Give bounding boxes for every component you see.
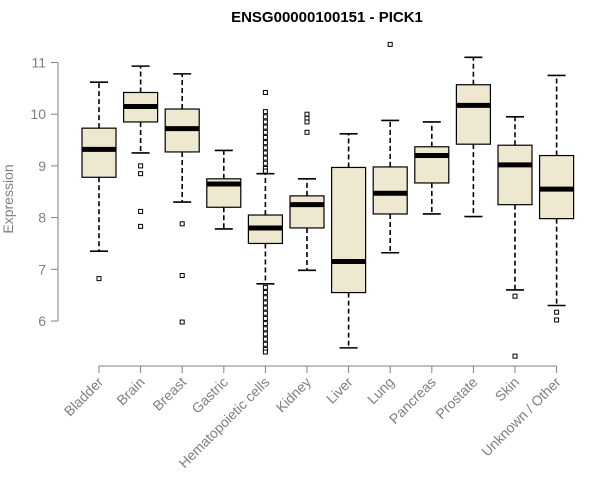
outlier-point <box>262 321 268 327</box>
box-iqr <box>455 84 491 145</box>
outlier-point <box>138 208 144 214</box>
box-iqr <box>497 144 533 206</box>
outlier-point <box>179 273 185 279</box>
outlier-point <box>262 89 268 95</box>
outlier-point <box>262 341 268 347</box>
box-brain <box>122 65 159 229</box>
outlier-point <box>179 221 185 227</box>
outlier-point <box>512 293 518 299</box>
x-tick-label: Lung <box>364 374 397 407</box>
x-tick-label: Brain <box>113 374 147 408</box>
outlier-point <box>96 276 102 282</box>
outlier-point <box>262 290 268 296</box>
outlier-point <box>179 319 185 325</box>
x-tick-label: Liver <box>323 374 356 407</box>
box-lung <box>372 41 408 254</box>
outlier-point <box>262 150 268 156</box>
x-tick-label: Unknown / Other <box>478 374 564 460</box>
outlier-point <box>304 119 310 125</box>
outlier-point <box>554 309 560 315</box>
outlier-point <box>138 171 144 177</box>
outlier-point <box>262 349 268 355</box>
outlier-point <box>138 223 144 229</box>
box-liver <box>331 133 367 349</box>
outlier-point <box>262 310 268 316</box>
x-tick-label: Kidney <box>273 374 315 416</box>
y-tick-label: 10 <box>30 106 46 122</box>
y-tick-label: 9 <box>38 158 46 174</box>
outlier-point <box>512 353 518 359</box>
outlier-point <box>262 336 268 342</box>
box-breast <box>164 73 200 325</box>
y-tick-label: 7 <box>38 261 46 277</box>
boxes-group <box>81 41 575 359</box>
box-iqr <box>331 166 367 294</box>
outlier-point <box>138 163 144 169</box>
chart-title: ENSG00000100151 - PICK1 <box>231 9 423 26</box>
outlier-point <box>262 168 268 174</box>
outlier-point <box>262 119 268 125</box>
outlier-point <box>262 109 268 115</box>
outlier-point <box>262 284 268 290</box>
box-unknown-other <box>538 74 575 323</box>
outlier-point <box>262 114 268 120</box>
box-bladder <box>81 81 117 282</box>
box-iqr <box>372 166 408 215</box>
outlier-point <box>554 317 560 323</box>
y-tick-label: 8 <box>38 210 46 226</box>
outlier-point <box>262 134 268 140</box>
y-axis: 6 7 8 9 10 11 <box>30 55 59 329</box>
x-tick-label: Skin <box>492 374 523 405</box>
y-tick-label: 6 <box>38 313 46 329</box>
outlier-point <box>262 124 268 130</box>
x-tick-label: Breast <box>149 374 189 414</box>
outlier-point <box>262 326 268 332</box>
outlier-point <box>304 129 310 135</box>
outlier-point <box>387 41 393 47</box>
outlier-point <box>262 160 268 166</box>
outlier-point <box>262 140 268 146</box>
outlier-point <box>262 145 268 151</box>
y-axis-label: Expression <box>0 164 16 233</box>
outlier-point <box>262 300 268 306</box>
box-prostate <box>455 56 491 218</box>
box-kidney <box>289 111 325 272</box>
outlier-point <box>262 315 268 321</box>
outlier-point <box>262 129 268 135</box>
y-tick-label: 11 <box>31 55 46 71</box>
box-iqr <box>81 127 117 178</box>
outlier-point <box>262 305 268 311</box>
outlier-point <box>304 111 310 117</box>
x-tick-label: Prostate <box>432 374 480 422</box>
box-iqr <box>414 146 450 184</box>
box-pancreas <box>414 121 450 215</box>
outlier-point <box>262 295 268 301</box>
box-iqr <box>289 195 325 229</box>
box-gastric <box>206 149 242 230</box>
outlier-point <box>262 155 268 161</box>
outlier-point <box>262 331 268 337</box>
box-skin <box>497 115 533 359</box>
box-hematopoietic-cells <box>247 89 283 355</box>
x-tick-label: Bladder <box>61 374 107 420</box>
